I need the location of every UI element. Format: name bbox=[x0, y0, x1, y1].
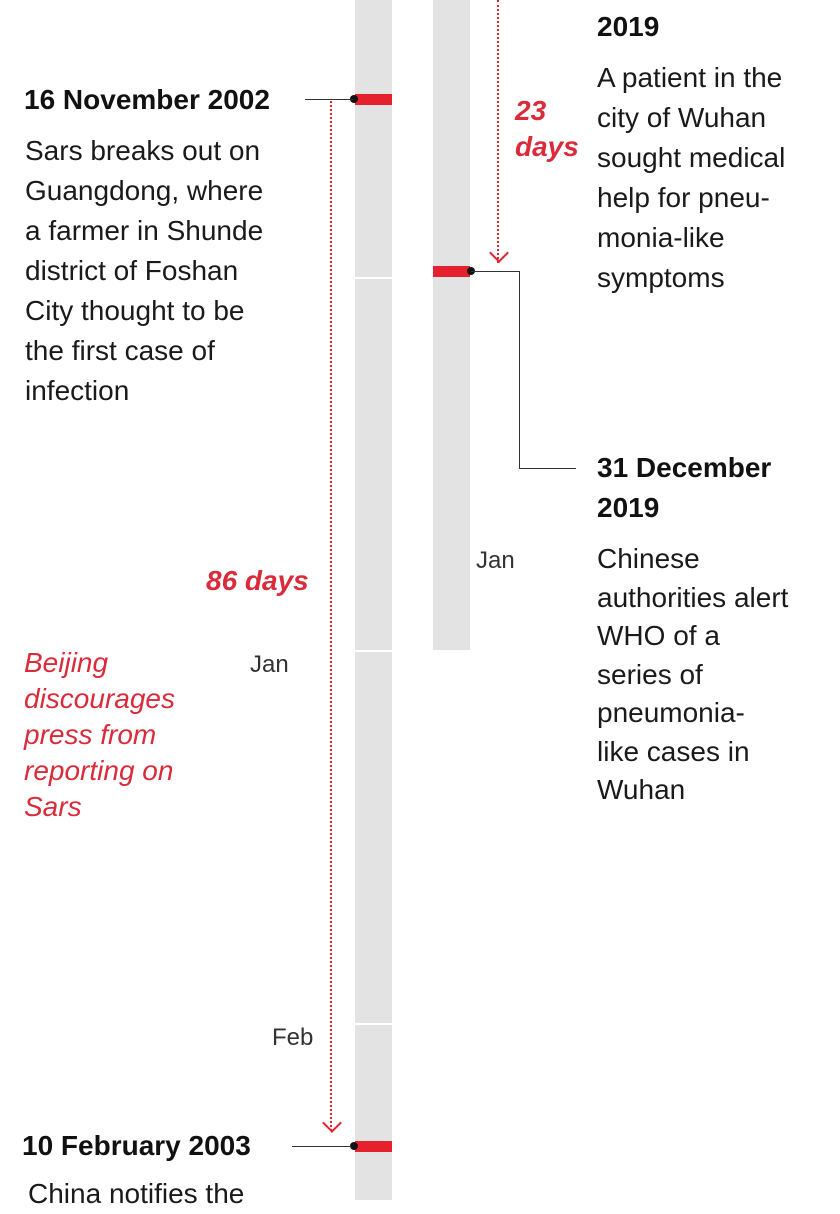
covid-first-patient-description: A patient in the city of Wuhan sought me… bbox=[597, 62, 786, 293]
sars-interval-arrow-line bbox=[330, 101, 332, 1131]
covid-who-alert-marker bbox=[433, 266, 470, 277]
covid-who-alert-date: 31 December 2019 bbox=[597, 452, 772, 523]
sars-outbreak-marker-dot bbox=[350, 95, 358, 103]
sars-interval-arrowhead bbox=[322, 1113, 342, 1133]
sars-outbreak-date: 16 November 2002 bbox=[24, 84, 270, 115]
covid-who-alert-leader-vertical bbox=[519, 271, 520, 469]
sars-month-divider-dec bbox=[355, 277, 392, 279]
covid-interval-arrowhead bbox=[489, 243, 509, 263]
sars-outbreak-description: Sars breaks out on Guangdong, where a fa… bbox=[25, 135, 264, 406]
sars-month-divider-feb bbox=[355, 1023, 392, 1025]
covid-first-patient-date: 2019 bbox=[597, 11, 660, 42]
sars-press-note: Beijing discourages press from reporting… bbox=[24, 647, 175, 822]
sars-timeline-bar bbox=[355, 0, 392, 1200]
covid-interval-arrow-line bbox=[497, 0, 499, 263]
sars-month-divider-jan bbox=[355, 650, 392, 652]
sars-outbreak-leader-line bbox=[305, 99, 353, 100]
covid-month-label-jan: Jan bbox=[476, 547, 515, 574]
sars-notification-leader-line bbox=[292, 1146, 352, 1147]
sars-notification-description: China notifies the bbox=[28, 1178, 245, 1209]
covid-who-alert-leader-top bbox=[471, 271, 520, 272]
sars-outbreak-marker bbox=[355, 94, 392, 105]
sars-notification-date: 10 February 2003 bbox=[22, 1130, 251, 1161]
sars-month-label-feb: Feb bbox=[272, 1024, 314, 1051]
sars-notification-marker-dot bbox=[350, 1142, 358, 1150]
sars-interval-label: 86 days bbox=[206, 565, 309, 596]
covid-interval-label: 23 days bbox=[515, 95, 579, 162]
covid-who-alert-leader-bottom bbox=[519, 468, 576, 469]
sars-month-label-jan: Jan bbox=[250, 651, 289, 678]
sars-notification-marker bbox=[355, 1141, 392, 1152]
covid-who-alert-description: Chinese authorities alert WHO of a serie… bbox=[597, 543, 789, 805]
covid-timeline-bar bbox=[433, 0, 470, 650]
